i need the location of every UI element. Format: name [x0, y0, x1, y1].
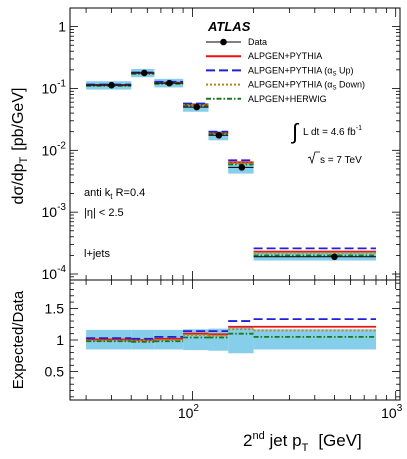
- main-y-tick-exponent: -4: [57, 264, 66, 275]
- main-y-title-main: dσ/dp: [10, 163, 27, 204]
- main-y-tick-base: 10: [42, 142, 58, 158]
- legend-label: ALPGEN+PYTHIA (αS Down): [248, 80, 365, 92]
- ratio-band-bin: [154, 329, 184, 350]
- legend-label: Data: [248, 37, 267, 47]
- jet-radius: R=0.4: [113, 187, 146, 199]
- lumi-text: L dt = 4.6 fb-1: [303, 125, 362, 138]
- main-y-title-sub: T: [18, 156, 30, 163]
- ratio-y-tick-label: 1.5: [45, 300, 65, 316]
- legend-label-main: Data: [248, 37, 267, 47]
- data-point: [193, 103, 201, 111]
- main-x-axis-ticks: [85, 8, 397, 280]
- main-y-tick-base: 10: [42, 204, 58, 220]
- x-tick-exponent: 2: [193, 403, 199, 414]
- integral-symbol: ∫: [290, 119, 300, 144]
- data-point: [166, 79, 173, 87]
- main-y-tick-base: 10: [42, 80, 58, 96]
- legend-entry: ALPGEN+PYTHIA (αS Up): [206, 65, 354, 77]
- jet-algo-text: anti kt R=0.4: [84, 187, 145, 201]
- x-tick-label: 103: [381, 403, 403, 421]
- data-point: [238, 164, 246, 171]
- x-tick-base: 10: [381, 405, 397, 421]
- main-y-tick-base: 10: [42, 266, 58, 282]
- lumi-value: L dt = 4.6 fb: [303, 127, 356, 138]
- ratio-series-alpgen-pythia: [86, 325, 376, 341]
- x-tick-label: 102: [178, 403, 200, 421]
- legend-label-suffix: Down): [337, 80, 366, 90]
- legend-label: ALPGEN+PYTHIA: [248, 51, 322, 61]
- sqrt-symbol: [307, 151, 320, 165]
- main-y-tick-exponent: -1: [57, 78, 66, 89]
- lumi-annotation: ∫ L dt = 4.6 fb-1 s = 7 TeV: [290, 119, 362, 166]
- legend-label-main: ALPGEN+PYTHIA (α: [248, 80, 332, 90]
- main-y-tick-label: 10-1: [42, 78, 67, 96]
- ratio-band-bin: [253, 329, 376, 350]
- atlas-label: ATLAS: [207, 19, 251, 34]
- ratio-y-tick-label: 0.5: [45, 364, 65, 380]
- legend-label-sub: S: [332, 71, 336, 77]
- legend-label: ALPGEN+PYTHIA (αS Up): [248, 65, 354, 77]
- lumi-exponent: -1: [356, 125, 362, 132]
- main-y-tick-label: 10-2: [42, 140, 67, 158]
- ratio-model-series: [86, 318, 376, 343]
- legend-label-main: ALPGEN+PYTHIA: [248, 51, 322, 61]
- eta-cut-text: |η| < 2.5: [84, 207, 124, 219]
- main-data-points: [86, 69, 376, 261]
- ratio-series-alpgen-herwig: [86, 332, 376, 343]
- ratio-band-bin: [183, 329, 209, 351]
- legend-entry: Data: [206, 37, 267, 47]
- ratio-band-bin: [228, 326, 254, 354]
- data-point: [141, 69, 148, 77]
- main-y-title-unit: [pb/GeV]: [10, 88, 27, 151]
- ratio-series-alpgen-pythia-s-up: [86, 318, 376, 340]
- legend-label-main: ALPGEN+PYTHIA (α: [248, 65, 332, 75]
- x-axis-title: 2nd jet pT [GeV]: [243, 430, 362, 454]
- ratio-y-tick-label: 1: [56, 332, 64, 348]
- legend-label-sub: S: [332, 86, 336, 92]
- channel-text: l+jets: [84, 248, 110, 260]
- x-tick-exponent: 3: [397, 403, 403, 414]
- selection-annotation: anti kt R=0.4 |η| < 2.5 l+jets: [84, 187, 145, 260]
- jet-algo-name: anti k: [84, 187, 111, 199]
- legend-label: ALPGEN+HERWIG: [248, 94, 327, 104]
- main-panel: 10-410-310-210-11 dσ/dpT[pb/GeV] ATLAS D…: [10, 7, 401, 282]
- data-point: [331, 253, 338, 261]
- ratio-panel: 0.511.5 102 103 Expected/Data 2nd jet pT[…: [10, 279, 403, 454]
- main-band-bin: [253, 250, 376, 261]
- ratio-uncertainty-band: [86, 326, 376, 354]
- main-y-tick-base: 1: [58, 19, 66, 35]
- ratio-x-axis-ticks: 102 103: [85, 280, 403, 421]
- main-y-tick-label: 10-3: [42, 202, 67, 220]
- legend-entry: ALPGEN+HERWIG: [206, 94, 327, 104]
- legend-entry: ALPGEN+PYTHIA: [206, 51, 322, 61]
- main-y-axis-ticks: 10-410-310-210-11: [42, 7, 400, 282]
- x-title-unit: [GeV]: [318, 431, 361, 450]
- legend-data-marker: [220, 38, 227, 46]
- main-y-axis-title: dσ/dpT [pb/GeV]: [10, 88, 30, 205]
- x-title-sup: nd: [252, 430, 264, 442]
- data-point: [215, 131, 223, 139]
- ratio-y-axis-ticks: 0.5 1 1.5: [45, 282, 400, 398]
- ratio-series-alpgen-pythia-s-down: [86, 328, 376, 342]
- x-title-sub: T: [302, 442, 309, 454]
- main-y-tick-label: 1: [58, 19, 66, 35]
- x-title-mid: jet p: [265, 431, 302, 450]
- x-title-pre: 2: [243, 431, 252, 450]
- legend-label-suffix: Up): [337, 65, 354, 75]
- legend-label-main: ALPGEN+HERWIG: [248, 94, 327, 104]
- jet-algo-sub: t: [110, 192, 113, 201]
- main-y-tick-label: 10-4: [42, 264, 67, 282]
- ratio-y-axis-title: Expected/Data: [10, 290, 27, 389]
- legend-entry: ALPGEN+PYTHIA (αS Down): [206, 80, 365, 92]
- energy-text: s = 7 TeV: [320, 155, 362, 166]
- main-y-tick-exponent: -2: [57, 140, 66, 151]
- main-y-tick-exponent: -3: [57, 202, 66, 213]
- data-point: [108, 81, 115, 89]
- x-tick-base: 10: [178, 405, 194, 421]
